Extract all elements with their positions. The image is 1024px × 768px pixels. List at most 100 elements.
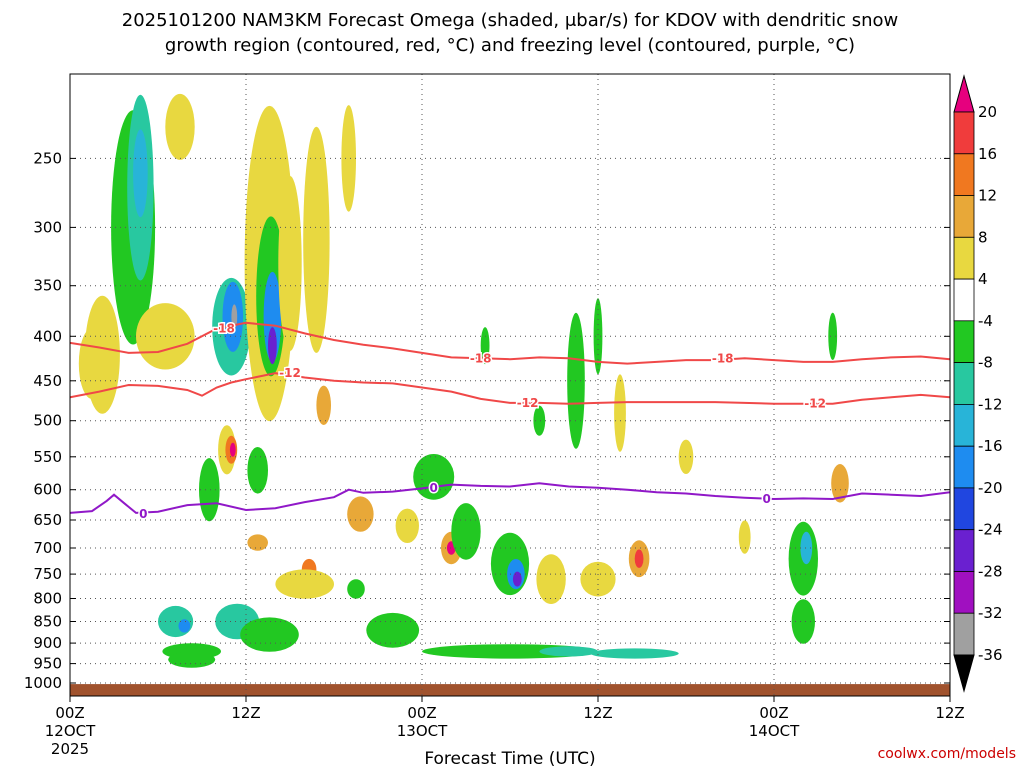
y-tick-label-350: 350 bbox=[33, 277, 62, 295]
temperature-contours: -18 -18 -18 -12 -12 -12 0 0 0 bbox=[70, 320, 950, 523]
omega-cell-45 bbox=[614, 374, 626, 452]
ground-band bbox=[70, 684, 950, 696]
x-tick-date-48: 14OCT bbox=[749, 722, 800, 740]
omega-cell-20 bbox=[316, 385, 332, 425]
omega-cell-54 bbox=[831, 464, 849, 503]
colorbar-label-2: 12 bbox=[978, 187, 997, 205]
colorbar-segment-4 bbox=[953, 236, 975, 280]
omega-cell-46 bbox=[536, 554, 566, 604]
y-tick-label-700: 700 bbox=[33, 539, 62, 557]
colorbar-segment-2 bbox=[953, 153, 975, 197]
x-tick-time-36: 12Z bbox=[583, 704, 612, 722]
omega-cell-49 bbox=[634, 549, 644, 568]
colorbar-label-5: -4 bbox=[978, 312, 993, 330]
omega-cell-50 bbox=[678, 439, 694, 474]
contour-label--18C-1: -18 bbox=[470, 351, 492, 365]
y-tick-label-650: 650 bbox=[33, 511, 62, 529]
y-tick-label-300: 300 bbox=[33, 218, 62, 236]
contour-label--12C-0: -12 bbox=[279, 366, 301, 380]
omega-cell-22 bbox=[199, 458, 220, 522]
omega-cell-3 bbox=[165, 93, 195, 160]
omega-cell-32 bbox=[366, 612, 420, 648]
colorbar-label-3: 8 bbox=[978, 228, 988, 246]
omega-cell-55 bbox=[828, 312, 838, 360]
ground-surface bbox=[70, 684, 950, 696]
colorbar-segment-8 bbox=[953, 403, 975, 447]
colorbar-top-arrow bbox=[953, 74, 975, 113]
x-tick-time-60: 12Z bbox=[935, 704, 964, 722]
colorbar-label-0: 20 bbox=[978, 103, 997, 121]
contour-label-0C-0: 0 bbox=[139, 507, 147, 521]
omega-cell-53 bbox=[800, 531, 813, 565]
y-tick-label-950: 950 bbox=[33, 655, 62, 673]
chart-title-line-1: 2025101200 NAM3KM Forecast Omega (shaded… bbox=[122, 10, 898, 31]
credit-link[interactable]: coolwx.com/models bbox=[878, 746, 1016, 762]
omega-cell-27 bbox=[275, 569, 335, 599]
omega-cell-24 bbox=[178, 619, 191, 633]
omega-cell-33 bbox=[395, 508, 419, 543]
omega-cell-25 bbox=[247, 534, 268, 551]
omega-cell-16 bbox=[341, 105, 357, 212]
omega-cell-42 bbox=[533, 405, 546, 436]
y-tick-label-550: 550 bbox=[33, 448, 62, 466]
x-axis-label: Forecast Time (UTC) bbox=[424, 749, 595, 768]
y-tick-label-750: 750 bbox=[33, 565, 62, 583]
colorbar-segment-13 bbox=[953, 612, 975, 656]
contour-label-0C-2: 0 bbox=[763, 492, 771, 506]
y-tick-label-900: 900 bbox=[33, 634, 62, 652]
omega-cell-14 bbox=[278, 176, 302, 351]
colorbar-segment-7 bbox=[953, 362, 975, 405]
colorbar-segment-6 bbox=[953, 320, 975, 363]
x-tick-year-0: 2025 bbox=[51, 740, 89, 758]
y-tick-label-600: 600 bbox=[33, 481, 62, 499]
colorbar-label-7: -12 bbox=[978, 395, 1003, 413]
colorbar-segment-5 bbox=[953, 278, 975, 322]
omega-cell-19 bbox=[229, 442, 236, 457]
y-tick-label-800: 800 bbox=[33, 590, 62, 608]
colorbar-label-9: -20 bbox=[978, 479, 1003, 497]
colorbar-segment-11 bbox=[953, 529, 975, 572]
y-tick-label-850: 850 bbox=[33, 613, 62, 631]
omega-cell-30 bbox=[347, 496, 374, 532]
contour--12C bbox=[70, 372, 950, 405]
colorbar-segment-1 bbox=[953, 111, 975, 155]
colorbar-segment-9 bbox=[953, 445, 975, 489]
x-tick-time-12: 12Z bbox=[231, 704, 260, 722]
x-tick-date-24: 13OCT bbox=[397, 722, 448, 740]
y-tick-label-250: 250 bbox=[33, 149, 62, 167]
omega-cell-13 bbox=[268, 327, 277, 365]
omega-shading bbox=[78, 93, 849, 668]
omega-cell-31 bbox=[347, 579, 365, 599]
colorbar-segment-10 bbox=[953, 487, 975, 531]
y-axis: 250 300 350 400 450 500 550 600 650 700 750 800 850 9… bbox=[24, 149, 950, 692]
colorbar-label-13: -36 bbox=[978, 646, 1003, 664]
colorbar-label-11: -28 bbox=[978, 563, 1003, 581]
omega-cell-2 bbox=[133, 129, 148, 218]
grid bbox=[69, 74, 951, 696]
omega-cell-44 bbox=[593, 298, 603, 375]
chart-title-line-2: growth region (contoured, red, °C) and f… bbox=[165, 35, 855, 56]
colorbar-segment-3 bbox=[953, 195, 975, 238]
omega-cell-12 bbox=[263, 271, 282, 362]
omega-cell-41 bbox=[480, 327, 490, 365]
colorbar: 20 16 12 8 4 -4 -8 -12 -16 -20 -24 -28 -32 -36 bbox=[953, 74, 1003, 693]
omega-cell-37 bbox=[451, 503, 481, 560]
y-tick-label-500: 500 bbox=[33, 412, 62, 430]
contour-label--18C-0: -18 bbox=[213, 322, 235, 336]
colorbar-label-8: -16 bbox=[978, 437, 1003, 455]
y-tick-label-1000: 1000 bbox=[24, 674, 62, 692]
omega-cell-59 bbox=[539, 646, 598, 657]
omega-cell-29 bbox=[240, 617, 299, 652]
omega-cell-15 bbox=[303, 126, 330, 353]
x-tick-date-0: 12OCT bbox=[45, 722, 96, 740]
contour-label--12C-1: -12 bbox=[517, 396, 539, 410]
omega-cell-9 bbox=[231, 304, 238, 330]
plot-frame bbox=[69, 73, 951, 697]
colorbar-label-1: 16 bbox=[978, 145, 997, 163]
omega-cell-40 bbox=[512, 571, 522, 587]
contour-0C bbox=[70, 482, 950, 514]
contour--18C bbox=[70, 321, 950, 365]
x-tick-time-24: 00Z bbox=[407, 704, 436, 722]
colorbar-label-10: -24 bbox=[978, 521, 1003, 539]
